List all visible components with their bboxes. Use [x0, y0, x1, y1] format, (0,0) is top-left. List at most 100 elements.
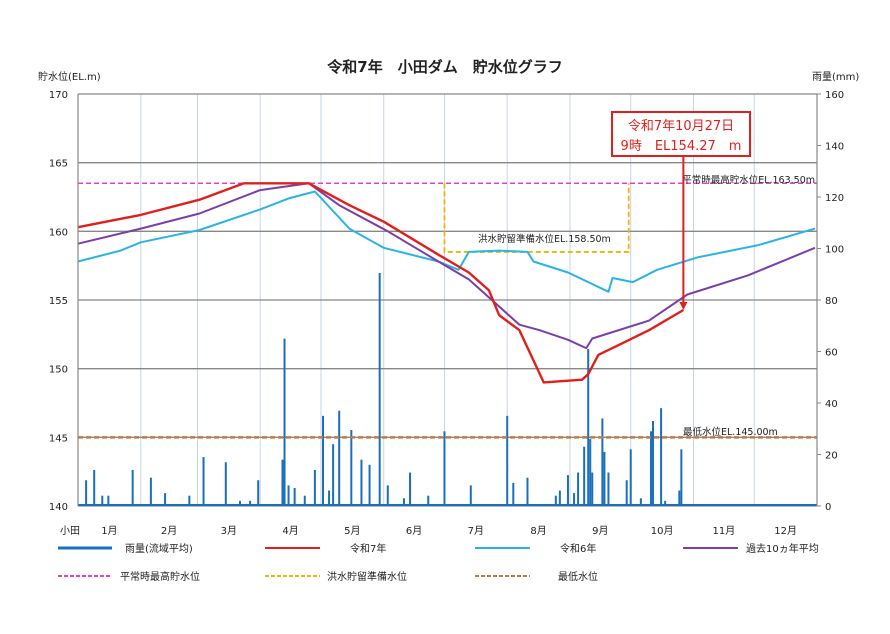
month-tick-label: 8月 [530, 525, 546, 537]
rainfall-bar [368, 464, 371, 506]
min-level-label: 最低水位EL.145.00m [683, 426, 778, 438]
month-tick-label: 9月 [592, 525, 608, 537]
left-tick-label: 160 [49, 227, 68, 238]
rainfall-bar [660, 408, 663, 506]
rainfall-bar [573, 493, 576, 506]
rainfall-bar [93, 469, 96, 506]
rainfall-bar [526, 477, 529, 506]
rainfall-bar [257, 480, 260, 506]
annotation-date: 令和7年10月27日 [628, 119, 734, 134]
right-tick-label: 20 [825, 451, 838, 462]
right-tick-label: 0 [825, 502, 831, 513]
rainfall-bar [224, 462, 227, 506]
series-line-r7 [77, 182, 685, 384]
annotation: 令和7年10月27日 9時 EL154.27 m [611, 111, 751, 311]
rainfall-bar [378, 272, 381, 506]
rainfall-bar [554, 495, 557, 506]
rainfall-bar [313, 469, 316, 506]
rainfall-bar [293, 487, 296, 506]
rainfall-bar [149, 477, 152, 506]
rainfall-bar [649, 431, 652, 506]
rainfall-bar [238, 500, 241, 506]
rainfall-bar [321, 415, 324, 506]
annotation-box [611, 111, 751, 157]
rainfall-bar [131, 469, 134, 506]
rainfall-bar [664, 500, 667, 506]
right-tick-label: 40 [825, 399, 838, 410]
rainfall-bar [652, 421, 655, 506]
series-line-r6 [77, 190, 816, 293]
rainfall-bar [303, 495, 306, 506]
rainfall-bar [587, 348, 590, 506]
rainfall-bar [350, 430, 353, 506]
rainfall-bar [283, 338, 286, 506]
month-tick-label: 3月 [221, 525, 237, 537]
annotation-arrowhead [679, 302, 688, 311]
left-tick-label: 145 [49, 433, 68, 444]
axes: 140 145 150 155 160 165 170 0 20 40 60 80 100 120 140 1… [49, 90, 844, 537]
rainfall-bar [469, 485, 472, 506]
rainfall-bar [409, 472, 412, 506]
legend-label-r6: 令和6年 [560, 542, 596, 555]
month-tick-label: 12月 [774, 525, 797, 537]
legend-label-avg10: 過去10ヵ年平均 [746, 542, 819, 555]
series-line-avg10 [77, 182, 816, 350]
month-tick-label: 6月 [406, 525, 422, 537]
rainfall-bar [249, 500, 252, 506]
legend: 雨量(流域平均) 令和7年 令和6年 過去10ヵ年平均 平常時最高貯水位 洪水貯… [58, 542, 819, 583]
legend-label-min-level: 最低水位 [558, 570, 598, 583]
rainfall-bar [101, 495, 104, 506]
rainfall-bar [332, 444, 335, 506]
rainfall-bar [607, 472, 610, 506]
legend-label-r7: 令和7年 [350, 542, 386, 555]
rainfall-bars [78, 272, 817, 506]
x-axis-station-label: 小田 [60, 525, 80, 537]
rainfall-bar [583, 446, 586, 506]
rainfall-bar [107, 495, 110, 506]
legend-label-flood-prep: 洪水貯留準備水位 [327, 570, 407, 583]
rainfall-bar [512, 482, 515, 506]
flood-prep-label: 洪水貯留準備水位EL.158.50m [478, 233, 611, 245]
rainfall-bar [506, 415, 509, 506]
rainfall-bar [188, 495, 191, 506]
rainfall-bar [625, 480, 628, 506]
left-axis-label: 貯水位(EL.m) [38, 70, 101, 83]
right-tick-label: 120 [825, 193, 844, 204]
rainfall-bar [443, 431, 446, 506]
rainfall-bar [386, 485, 389, 506]
month-tick-label: 11月 [712, 525, 735, 537]
rainfall-bar [566, 475, 569, 506]
right-tick-label: 60 [825, 348, 838, 359]
rainfall-bar [287, 485, 290, 506]
rainfall-bar [577, 472, 580, 506]
chart-title: 令和7年 小田ダム 貯水位グラフ [327, 58, 562, 76]
month-tick-label: 5月 [344, 525, 360, 537]
rainfall-bar [589, 439, 592, 506]
month-tick-label: 2月 [161, 525, 177, 537]
month-tick-label: 10月 [651, 525, 674, 537]
rainfall-bar [338, 410, 341, 506]
rainfall-bar [558, 490, 561, 506]
rainfall-bar [591, 472, 594, 506]
rainfall-bar [678, 490, 681, 506]
legend-label-normal-max: 平常時最高貯水位 [120, 570, 200, 583]
month-tick-label: 7月 [468, 525, 484, 537]
right-tick-label: 100 [825, 245, 844, 256]
series-lines [77, 182, 816, 384]
rainfall-bar [601, 418, 604, 506]
right-tick-label: 140 [825, 142, 844, 153]
rainfall-bar [281, 459, 284, 506]
flood-prep-line [443, 183, 630, 253]
left-tick-label: 170 [49, 90, 68, 101]
legend-label-rain: 雨量(流域平均) [125, 542, 193, 555]
rainfall-bar [639, 498, 642, 506]
right-axis-label: 雨量(mm) [812, 71, 859, 83]
rainfall-bar [402, 498, 405, 506]
left-tick-label: 140 [49, 502, 68, 513]
rainfall-bar [629, 449, 632, 506]
left-tick-label: 165 [49, 159, 68, 170]
right-tick-label: 160 [825, 90, 844, 101]
rainfall-bar [85, 480, 88, 506]
rainfall-bar [360, 459, 363, 506]
